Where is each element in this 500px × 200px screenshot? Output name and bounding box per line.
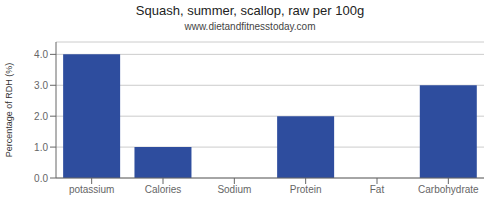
svg-text:Fat: Fat: [370, 184, 385, 195]
html-text:Squash, summer, scallop, raw p: Squash, summer, scallop, raw per 100g: [135, 3, 365, 18]
svg-text:0.0: 0.0: [34, 173, 48, 184]
svg-text:Calories: Calories: [145, 184, 182, 195]
svg-text:2.0: 2.0: [34, 111, 48, 122]
svg-text:Sodium: Sodium: [217, 184, 251, 195]
svg-text:Carbohydrate: Carbohydrate: [418, 184, 479, 195]
svg-text:potassium: potassium: [69, 184, 115, 195]
svg-text:Percentage of RDH (%): Percentage of RDH (%): [8, 63, 14, 158]
html-text:www.dietandfitnesstoday.com: www.dietandfitnesstoday.com: [184, 21, 316, 32]
svg-text:Protein: Protein: [290, 184, 322, 195]
svg-text:3.0: 3.0: [34, 80, 48, 91]
svg-text:4.0: 4.0: [34, 49, 48, 60]
svg-text:1.0: 1.0: [34, 142, 48, 153]
